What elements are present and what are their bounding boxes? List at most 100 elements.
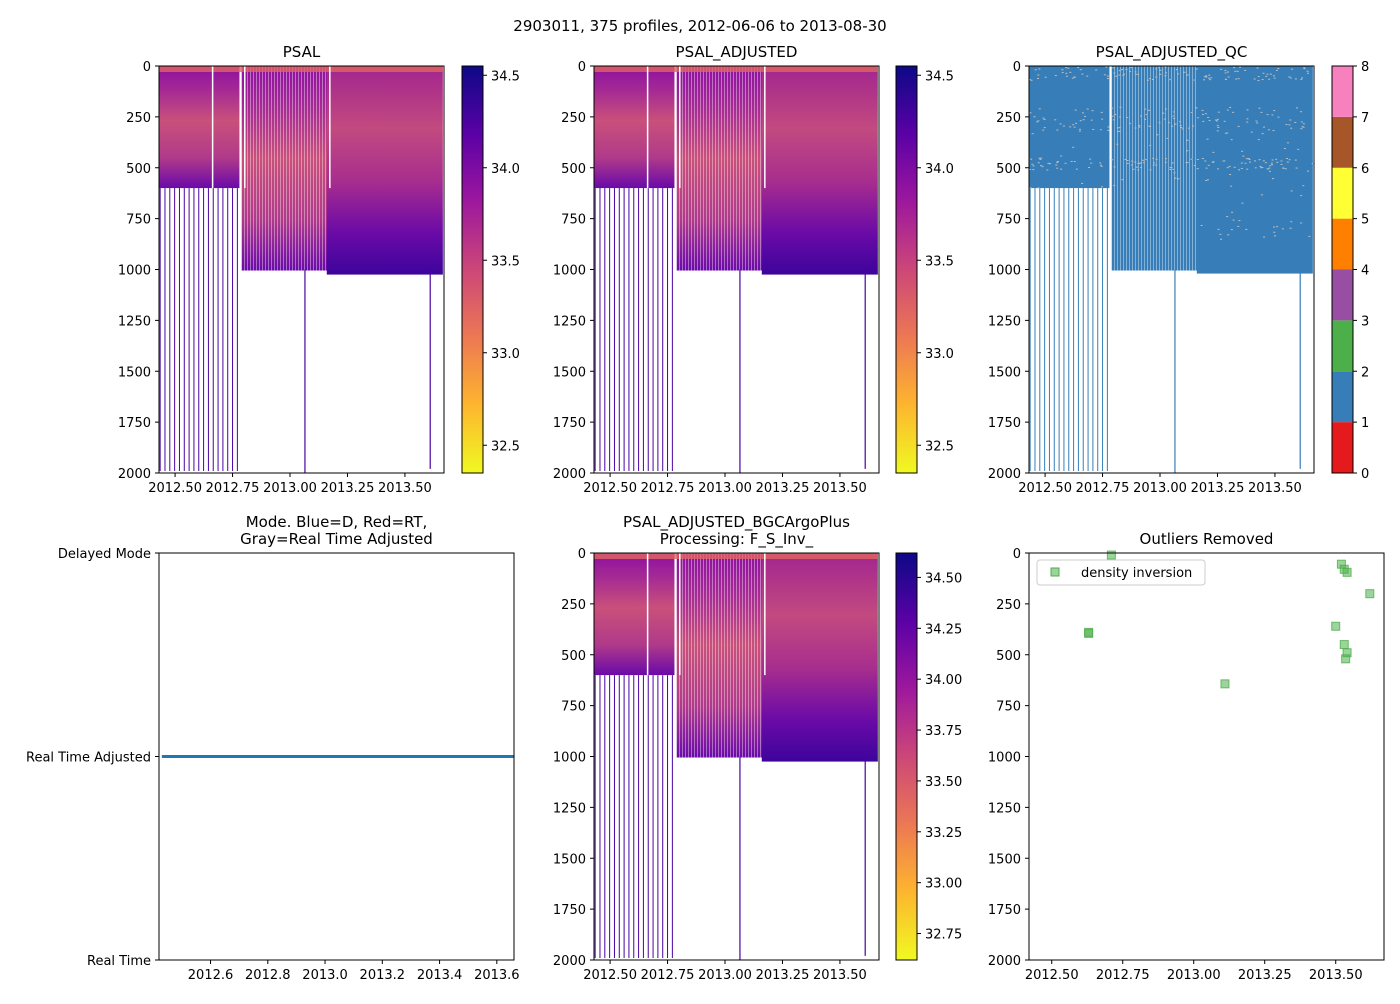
heatmap-gap xyxy=(679,553,681,676)
heatmap-column xyxy=(262,66,266,271)
heatmap-column xyxy=(706,66,710,271)
y-tick-label: 500 xyxy=(561,162,586,177)
qc-flag-speck xyxy=(1217,168,1220,170)
colorbar-gradient xyxy=(462,66,483,473)
qc-flag-speck xyxy=(1230,139,1233,141)
qc-flag-speck xyxy=(1246,118,1249,120)
panel-psal: 2012.50 2012.75 2013.00 2013.25 2013.50 0 250 5… xyxy=(118,43,520,496)
qc-flag-speck xyxy=(1301,77,1304,79)
heatmap-column xyxy=(757,553,761,758)
qc-flag-speck xyxy=(1144,118,1147,120)
qc-flag-speck xyxy=(1205,167,1208,169)
qc-flag-speck xyxy=(1245,158,1248,160)
y-tick-label: 250 xyxy=(996,111,1021,126)
qc-flag-speck xyxy=(1037,120,1040,122)
qc-flag-speck xyxy=(1232,111,1235,113)
qc-flag-speck xyxy=(1261,133,1264,135)
colorbar-segment xyxy=(1332,371,1353,423)
qc-flag-speck xyxy=(1033,116,1036,118)
qc-flag-speck xyxy=(1036,121,1039,123)
heatmap-gap xyxy=(646,553,649,676)
qc-flag-speck xyxy=(1065,72,1068,74)
qc-flag-speck xyxy=(1041,166,1044,168)
qc-column xyxy=(1135,66,1139,271)
qc-flag-speck xyxy=(1159,73,1162,75)
x-tick-label: 2013.25 xyxy=(321,481,375,496)
qc-flag-speck xyxy=(1134,71,1137,73)
qc-flag-speck xyxy=(1302,126,1305,128)
qc-flag-speck xyxy=(1258,107,1261,109)
qc-flag-speck xyxy=(1088,166,1091,168)
qc-flag-speck xyxy=(1253,160,1256,162)
qc-flag-speck xyxy=(1197,117,1200,119)
qc-flag-speck xyxy=(1135,166,1138,168)
qc-flag-speck xyxy=(1117,130,1120,132)
y-tick-label: 2000 xyxy=(553,467,586,482)
qc-flag-speck xyxy=(1056,161,1059,163)
panel-title: Outliers Removed xyxy=(1140,530,1274,548)
x-tick-label: 2012.75 xyxy=(206,481,260,496)
qc-flag-speck xyxy=(1216,130,1219,132)
qc-flag-speck xyxy=(1226,216,1229,218)
colorbar-tick-label: 0 xyxy=(1361,467,1369,482)
heatmap-column xyxy=(694,553,698,758)
qc-flag-speck xyxy=(1272,75,1275,77)
y-tick-label: 1500 xyxy=(118,365,151,380)
qc-flag-speck xyxy=(1283,147,1286,149)
heatmap-column xyxy=(304,66,308,271)
qc-flag-speck xyxy=(1205,76,1208,78)
qc-flag-speck xyxy=(1142,159,1145,161)
qc-flag-speck xyxy=(1043,127,1046,129)
qc-flag-speck xyxy=(1065,75,1068,77)
qc-flag-speck xyxy=(1286,161,1289,163)
y-tick-label: 500 xyxy=(126,162,151,177)
heatmap-column xyxy=(748,553,752,758)
panel-title: PSAL_ADJUSTED xyxy=(676,43,798,62)
qc-flag-speck xyxy=(1153,162,1156,164)
qc-flag-speck xyxy=(1082,119,1085,121)
qc-flag-speck xyxy=(1223,160,1226,162)
qc-flag-speck xyxy=(1259,165,1262,167)
colorbar-gradient xyxy=(896,553,917,960)
qc-flag-speck xyxy=(1100,111,1103,113)
qc-flag-speck xyxy=(1180,126,1183,128)
qc-flag-speck xyxy=(1107,129,1110,131)
qc-flag-speck xyxy=(1280,160,1283,162)
heatmap-column xyxy=(742,66,746,271)
qc-flag-speck xyxy=(1072,146,1075,148)
qc-flag-speck xyxy=(1155,76,1158,78)
heatmap-column xyxy=(322,66,326,271)
qc-flag-speck xyxy=(1277,68,1280,70)
colorbar-tick-label: 32.5 xyxy=(925,439,954,454)
heatmap-column xyxy=(295,66,299,271)
qc-flag-speck xyxy=(1149,126,1152,128)
qc-flag-speck xyxy=(1281,228,1284,230)
y-tick-label: 1000 xyxy=(553,264,586,279)
heatmap-column xyxy=(754,66,758,271)
colorbar-tick-label: 32.75 xyxy=(925,928,962,943)
qc-flag-speck xyxy=(1095,69,1098,71)
qc-flag-speck xyxy=(1196,168,1199,170)
colorbar-tick-label: 5 xyxy=(1361,213,1369,228)
qc-flag-speck xyxy=(1214,119,1217,121)
heatmap-column xyxy=(751,553,755,758)
heatmap-column xyxy=(682,66,686,271)
heatmap-column xyxy=(700,553,704,758)
x-tick-label: 2013.00 xyxy=(1167,968,1221,983)
heatmap-column xyxy=(760,66,764,271)
qc-flag-speck xyxy=(1273,110,1276,112)
qc-flag-speck xyxy=(1164,75,1167,77)
qc-flag-speck xyxy=(1067,67,1070,69)
qc-flag-speck xyxy=(1263,126,1266,128)
qc-flag-speck xyxy=(1148,78,1151,80)
qc-flag-speck xyxy=(1231,211,1234,213)
qc-flag-speck xyxy=(1208,119,1211,121)
qc-flag-speck xyxy=(1179,125,1182,127)
qc-flag-speck xyxy=(1186,150,1189,152)
qc-flag-speck xyxy=(1201,113,1204,115)
qc-flag-speck xyxy=(1152,157,1155,159)
qc-flag-speck xyxy=(1122,74,1125,76)
qc-flag-speck xyxy=(1136,73,1139,75)
x-tick-label: 2013.0 xyxy=(302,968,348,983)
qc-flag-speck xyxy=(1099,129,1102,131)
